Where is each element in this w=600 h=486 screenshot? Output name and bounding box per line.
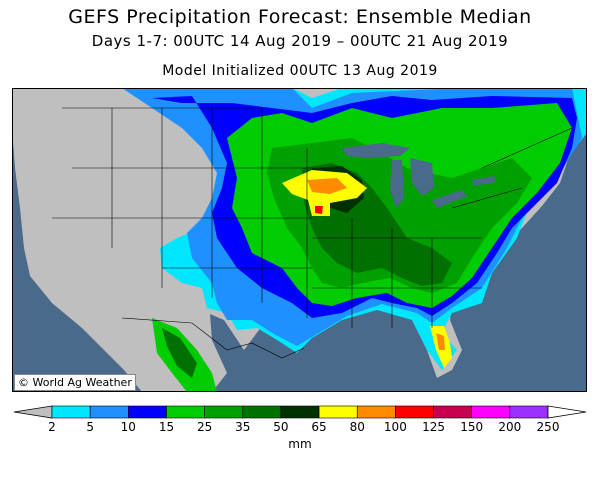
legend-swatch xyxy=(471,405,511,419)
legend-tick-label: 65 xyxy=(311,420,327,434)
legend-tick-label: 15 xyxy=(158,420,175,434)
legend-tick-label: 35 xyxy=(235,420,251,434)
legend-tick-label: 150 xyxy=(460,420,484,434)
legend-swatch xyxy=(166,405,205,419)
lake-huron xyxy=(410,158,434,196)
lake-ontario xyxy=(472,176,496,186)
map-title: GEFS Precipitation Forecast: Ensemble Me… xyxy=(68,6,532,28)
precip-red xyxy=(315,206,323,214)
legend-swatch xyxy=(51,405,91,419)
legend-tick-label: 25 xyxy=(196,420,213,434)
legend-tick-label: 5 xyxy=(86,420,94,434)
precip-mexico-darkgreen xyxy=(162,328,197,378)
precip-orange xyxy=(307,178,347,194)
legend-tick-label: 2 xyxy=(48,420,56,434)
precipitation-map xyxy=(12,88,587,392)
legend-tick-label: 80 xyxy=(349,420,365,434)
model-init-line: Model Initialized 00UTC 13 Aug 2019 xyxy=(162,63,438,79)
legend-swatch xyxy=(318,405,358,419)
map-subtitle: Days 1-7: 00UTC 14 Aug 2019 – 00UTC 21 A… xyxy=(91,32,509,50)
legend-swatch xyxy=(433,405,472,419)
legend-swatch xyxy=(242,405,282,419)
state-boundaries xyxy=(52,107,573,359)
legend-below-triangle xyxy=(13,405,53,419)
legend-swatch xyxy=(89,405,129,419)
legend-colorbar xyxy=(13,405,587,419)
legend-swatch xyxy=(395,405,434,419)
legend-swatch xyxy=(356,405,396,419)
legend-tick-label: 100 xyxy=(383,420,407,434)
legend-above-triangle xyxy=(547,405,587,419)
legend-swatch xyxy=(128,405,167,419)
copyright-credit: © World Ag Weather xyxy=(14,374,136,391)
legend-tick-label: 125 xyxy=(422,420,445,434)
legend-tick-label: 50 xyxy=(273,420,289,434)
legend-swatch xyxy=(280,405,320,419)
precip-florida-orange xyxy=(436,333,445,350)
legend-swatch xyxy=(509,405,549,419)
lake-michigan xyxy=(390,160,404,208)
lake-erie xyxy=(432,190,467,208)
legend-tick-label: 250 xyxy=(536,420,560,434)
legend-swatch xyxy=(204,405,244,419)
legend-units: mm xyxy=(288,437,312,451)
legend-tick-label: 10 xyxy=(120,420,136,434)
lake-superior xyxy=(342,143,410,158)
legend-tick-label: 200 xyxy=(498,420,522,434)
